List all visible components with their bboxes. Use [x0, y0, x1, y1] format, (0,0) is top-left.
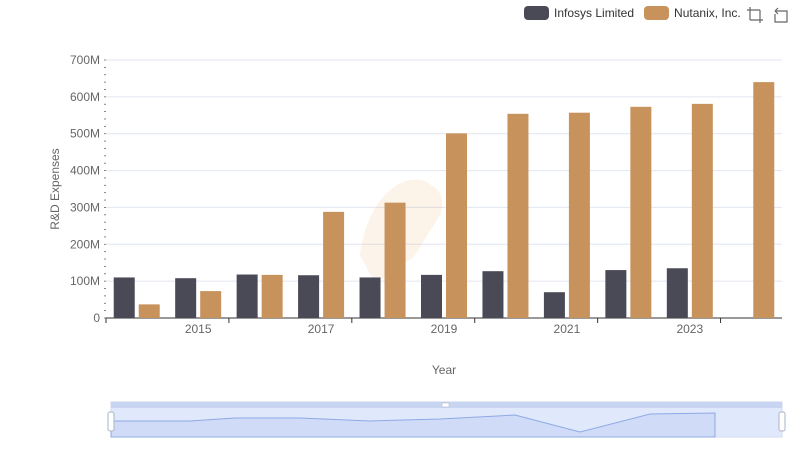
bars-layer: [113, 82, 775, 319]
data-zoom-slider[interactable]: [107, 401, 786, 438]
legend-swatch-infosys: [524, 6, 549, 20]
zoom-preview-area: [110, 412, 716, 438]
bar-infosys-2021[interactable]: [543, 292, 565, 318]
y-axis: 0 100M 200M 300M 400M 500M 600M 700M: [70, 53, 106, 325]
bar-nutanix-2024[interactable]: [753, 82, 775, 318]
bar-nutanix-2016[interactable]: [261, 274, 283, 318]
y-tick-label: 0: [93, 311, 100, 325]
y-tick-label: 500M: [70, 127, 100, 141]
zoom-center-grip[interactable]: [441, 402, 450, 408]
bar-infosys-2014[interactable]: [113, 277, 135, 318]
bar-infosys-2022[interactable]: [605, 270, 627, 318]
legend-label-nutanix: Nutanix, Inc.: [674, 6, 741, 20]
y-axis-title: R&D Expenses: [48, 148, 62, 229]
y-tick-label: 400M: [70, 164, 100, 178]
bar-nutanix-2015[interactable]: [200, 291, 222, 318]
zoom-handle-left[interactable]: [107, 411, 115, 432]
y-tick-label: 700M: [70, 53, 100, 67]
bar-infosys-2018[interactable]: [359, 277, 381, 318]
legend-swatch-nutanix: [644, 6, 670, 20]
legend-item-infosys[interactable]: Infosys Limited: [524, 6, 634, 20]
y-tick-label: 100M: [70, 274, 100, 288]
x-axis: 2015 2017 2019 2021 2023: [105, 318, 722, 336]
x-tick-label: 2023: [676, 322, 703, 336]
bar-infosys-2015[interactable]: [175, 278, 197, 318]
bar-nutanix-2023[interactable]: [691, 103, 713, 318]
x-tick-label: 2019: [431, 322, 458, 336]
bar-nutanix-2014[interactable]: [138, 304, 160, 318]
bar-infosys-2019[interactable]: [421, 274, 442, 318]
bar-nutanix-2019[interactable]: [446, 133, 467, 318]
grid-lines: [106, 59, 782, 319]
bar-nutanix-2018[interactable]: [384, 202, 406, 318]
toolbox: [746, 6, 798, 24]
zoom-handle-right[interactable]: [778, 411, 786, 432]
y-tick-label: 600M: [70, 90, 100, 104]
bar-nutanix-2020[interactable]: [507, 113, 529, 318]
bar-infosys-2017[interactable]: [298, 275, 320, 318]
bar-nutanix-2022[interactable]: [630, 106, 652, 319]
bar-infosys-2023[interactable]: [666, 268, 688, 318]
bar-infosys-2016[interactable]: [236, 274, 258, 318]
zoom-select-icon[interactable]: [746, 6, 764, 24]
legend-item-nutanix[interactable]: Nutanix, Inc.: [644, 6, 741, 20]
bar-nutanix-2017[interactable]: [323, 211, 345, 318]
legend-label-infosys: Infosys Limited: [554, 6, 635, 20]
y-tick-label: 300M: [70, 200, 100, 214]
legend: Infosys Limited Nutanix, Inc.: [524, 4, 751, 22]
zoom-reset-icon[interactable]: [772, 6, 790, 24]
bar-infosys-2020[interactable]: [482, 271, 504, 318]
y-tick-label: 200M: [70, 237, 100, 251]
x-tick-label: 2015: [185, 322, 212, 336]
x-tick-label: 2021: [554, 322, 581, 336]
x-tick-label: 2017: [308, 322, 335, 336]
x-axis-title: Year: [432, 363, 456, 377]
bar-nutanix-2021[interactable]: [568, 112, 590, 318]
